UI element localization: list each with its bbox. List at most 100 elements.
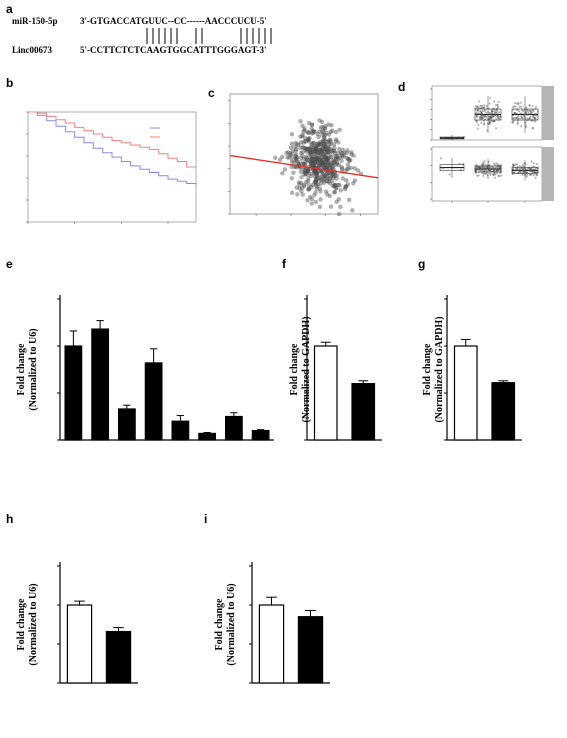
scatter-point xyxy=(304,149,309,154)
scatter-point xyxy=(318,181,323,187)
scatter-point xyxy=(313,148,319,154)
scatter-point xyxy=(273,155,278,160)
scatter-point xyxy=(309,196,315,202)
scatter-point xyxy=(334,199,339,204)
scatter-point xyxy=(311,128,316,134)
scatter-point xyxy=(334,160,340,165)
scatter-point xyxy=(307,147,313,152)
scatter-point xyxy=(315,182,321,187)
scatter-point xyxy=(325,162,330,167)
scatter-point xyxy=(302,127,307,133)
scatter-point xyxy=(306,168,311,173)
scatter-point xyxy=(325,160,330,165)
scatter-point xyxy=(318,152,323,157)
scatter-point xyxy=(306,139,312,144)
jitter-point xyxy=(484,172,487,175)
scatter-point xyxy=(309,149,314,154)
scatter-point xyxy=(293,148,298,153)
scatter-point xyxy=(304,169,310,174)
scatter-point xyxy=(309,153,314,158)
jitter-point xyxy=(495,117,498,120)
scatter-point xyxy=(313,170,318,175)
jitter-point xyxy=(488,111,491,114)
scatter-point xyxy=(328,137,333,142)
jitter-point xyxy=(482,119,485,122)
scatter-point xyxy=(317,186,323,191)
scatter-point xyxy=(309,122,315,127)
jitter-point xyxy=(496,164,499,167)
scatter-point xyxy=(331,159,336,164)
jitter-point xyxy=(526,110,529,113)
scatter-point xyxy=(282,167,288,172)
jitter-point xyxy=(527,111,530,114)
scatter-point xyxy=(312,148,318,153)
scatter-point xyxy=(336,197,341,202)
scatter-point xyxy=(308,171,314,177)
scatter-point xyxy=(339,158,344,163)
jitter-point xyxy=(490,109,493,112)
jitter-point xyxy=(499,164,502,167)
panel-label-i: i xyxy=(204,512,207,526)
scatter-point xyxy=(308,161,313,166)
jitter-point xyxy=(526,173,529,176)
jitter-point xyxy=(528,116,531,119)
scatter-point xyxy=(319,158,324,163)
scatter-point xyxy=(308,147,313,152)
jitter-point xyxy=(477,171,480,174)
jitter-point xyxy=(523,118,526,121)
jitter-point xyxy=(531,114,534,117)
jitter-point xyxy=(458,162,461,165)
jitter-point xyxy=(493,108,496,111)
scatter-point xyxy=(318,197,323,202)
scatter-point xyxy=(293,152,299,157)
scatter-point xyxy=(334,176,339,181)
jitter-point xyxy=(475,112,478,115)
jitter-point xyxy=(485,111,488,114)
scatter-point xyxy=(318,161,323,166)
jitter-point xyxy=(495,112,498,115)
scatter-point xyxy=(329,149,334,154)
scatter-point xyxy=(324,130,329,136)
scatter-point xyxy=(341,153,347,158)
scatter-point xyxy=(331,172,336,177)
scatter-point xyxy=(310,161,315,166)
jitter-point xyxy=(492,173,495,176)
panel-h-bar-chart: Fold change (Normalized to U6) xyxy=(16,562,138,684)
scatter-point xyxy=(314,156,319,161)
jitter-point xyxy=(498,118,501,121)
scatter-point xyxy=(345,166,350,172)
scatter-point xyxy=(330,179,335,184)
bar-0 xyxy=(64,345,83,441)
bar-6 xyxy=(224,415,243,441)
scatter-point xyxy=(349,152,354,157)
jitter-point xyxy=(534,120,537,123)
jitter-point xyxy=(535,162,538,165)
jitter-point xyxy=(497,164,500,167)
scatter-point xyxy=(339,151,345,156)
jitter-point xyxy=(522,110,525,113)
scatter-point xyxy=(317,157,322,163)
scatter-point xyxy=(326,150,331,155)
jitter-point xyxy=(451,138,454,141)
scatter-point xyxy=(319,148,324,154)
jitter-point xyxy=(532,168,535,171)
jitter-point xyxy=(530,160,533,163)
scatter-point xyxy=(325,170,330,176)
scatter-point xyxy=(312,179,317,185)
scatter-point xyxy=(280,154,285,160)
scatter-point xyxy=(294,157,299,163)
jitter-point xyxy=(517,101,520,104)
jitter-point xyxy=(521,164,524,167)
jitter-point xyxy=(517,172,520,175)
scatter-point xyxy=(319,163,325,168)
y-axis-label-line1: Fold change xyxy=(16,343,27,396)
scatter-point xyxy=(322,146,328,151)
scatter-point xyxy=(301,161,306,166)
jitter-point xyxy=(478,116,481,119)
jitter-point xyxy=(518,110,521,113)
jitter-point xyxy=(480,121,483,124)
scatter-point xyxy=(309,157,314,162)
jitter-point xyxy=(521,172,524,175)
scatter-point xyxy=(317,204,323,209)
jitter-point xyxy=(491,168,494,171)
